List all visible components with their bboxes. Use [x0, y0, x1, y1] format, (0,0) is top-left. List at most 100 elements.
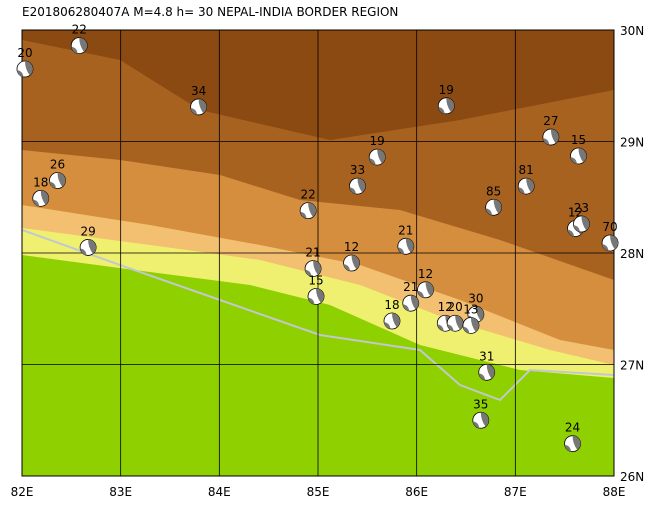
y-tick-label: 28N	[620, 247, 644, 261]
depth-label: 13	[463, 302, 478, 316]
depth-label: 33	[350, 163, 365, 177]
beachball-quadrant	[305, 269, 312, 277]
beachball-quadrant	[384, 322, 391, 330]
beachball-quadrant	[572, 435, 581, 451]
depth-label: 29	[80, 224, 95, 238]
beachball-quadrant	[308, 202, 317, 218]
beachball-quadrant	[455, 315, 464, 330]
beachball-quadrant	[24, 61, 33, 76]
depth-label: 20	[17, 46, 32, 60]
beachball-quadrant	[438, 106, 445, 114]
beachball-quadrant	[32, 199, 40, 207]
beachball-quadrant	[377, 149, 386, 164]
focal-mechanism	[570, 147, 587, 165]
focal-mechanism	[343, 254, 360, 272]
focal-mechanism	[32, 189, 50, 207]
focal-mechanism	[349, 177, 366, 195]
beachball-quadrant	[570, 156, 577, 164]
depth-label: 22	[72, 23, 87, 37]
beachball-quadrant	[578, 147, 587, 163]
beachball-quadrant	[316, 288, 325, 303]
beachball-quadrant	[40, 190, 49, 205]
focal-mechanism	[383, 312, 401, 330]
beachball-quadrant	[564, 444, 571, 452]
beachball-quadrant	[343, 264, 350, 272]
depth-label: 23	[574, 201, 589, 215]
beachball-quadrant	[472, 421, 480, 429]
focal-mechanism	[517, 177, 535, 195]
beachball-quadrant	[397, 247, 405, 255]
beachball-quadrant	[88, 239, 97, 254]
beachball-quadrant	[405, 238, 414, 253]
y-tick-label: 30N	[620, 24, 644, 38]
beachball-quadrant	[602, 243, 609, 251]
beachball-quadrant	[417, 290, 424, 298]
focal-mechanism	[16, 60, 34, 78]
depth-label: 18	[33, 175, 48, 189]
focal-mechanism	[472, 411, 490, 429]
depth-label: 12	[438, 300, 453, 314]
depth-label: 31	[479, 349, 494, 363]
beachball-quadrant	[402, 304, 410, 312]
focal-mechanism	[437, 97, 455, 115]
focal-mechanism	[190, 98, 208, 116]
depth-label: 70	[602, 220, 617, 234]
beachball-quadrant	[313, 260, 322, 276]
focal-mechanism	[70, 37, 88, 55]
beachball-quadrant	[478, 373, 486, 381]
title: E201806280407A M=4.8 h= 30 NEPAL-INDIA B…	[22, 5, 398, 19]
focal-mechanism	[79, 239, 97, 256]
depth-label: 35	[473, 397, 488, 411]
x-tick-label: 83E	[109, 485, 132, 499]
frame	[21, 29, 615, 477]
depth-label: 20	[448, 300, 463, 314]
beachball-quadrant	[198, 98, 207, 114]
x-tick-label: 84E	[208, 485, 231, 499]
beachball-quadrant	[462, 326, 470, 334]
beachball-quadrant	[79, 37, 88, 53]
focal-mechanism	[446, 314, 464, 332]
depth-label: 22	[300, 188, 315, 202]
beachball-quadrant	[550, 129, 559, 144]
depth-label: 12	[418, 267, 433, 281]
beachball-quadrant	[480, 412, 489, 427]
depth-label: 15	[308, 273, 323, 287]
beachball-quadrant	[475, 306, 484, 321]
beachball-quadrant	[437, 324, 444, 332]
beachball-quadrant	[526, 178, 535, 193]
focal-mechanism	[299, 202, 317, 220]
y-tick-label: 27N	[620, 359, 644, 373]
x-tick-label: 87E	[504, 485, 527, 499]
x-tick-label: 86E	[405, 485, 428, 499]
beachball-quadrant	[573, 225, 580, 233]
beachball-quadrant	[300, 211, 307, 219]
depth-label: 34	[191, 84, 206, 98]
focal-mechanism	[564, 435, 581, 453]
beachball-quadrant	[486, 364, 495, 379]
depth-label: 21	[398, 223, 413, 237]
depth-label: 19	[439, 83, 454, 97]
beachball-quadrant	[369, 158, 376, 166]
beachball-quadrant	[581, 216, 590, 231]
beachball-quadrant	[446, 97, 455, 113]
depth-label: 18	[384, 298, 399, 312]
beachball-quadrant	[349, 187, 356, 195]
depth-label: 21	[305, 246, 320, 260]
beachball-quadrant	[410, 295, 419, 310]
focal-mechanism	[304, 260, 322, 278]
focal-mechanism	[462, 317, 480, 334]
beachball-quadrant	[16, 70, 24, 78]
beachball-quadrant	[425, 281, 434, 297]
depth-label: 30	[468, 291, 483, 305]
beachball-quadrant	[57, 172, 66, 187]
focal-mechanism	[485, 198, 503, 216]
x-tick-label: 85E	[307, 485, 330, 499]
beachball-quadrant	[308, 297, 315, 305]
beachball-quadrant	[80, 248, 87, 256]
x-tick-label: 88E	[603, 485, 626, 499]
beachball-quadrant	[567, 229, 574, 237]
focal-mechanism	[397, 237, 415, 255]
beachball-quadrant	[49, 181, 56, 189]
focal-mechanism	[478, 363, 496, 381]
